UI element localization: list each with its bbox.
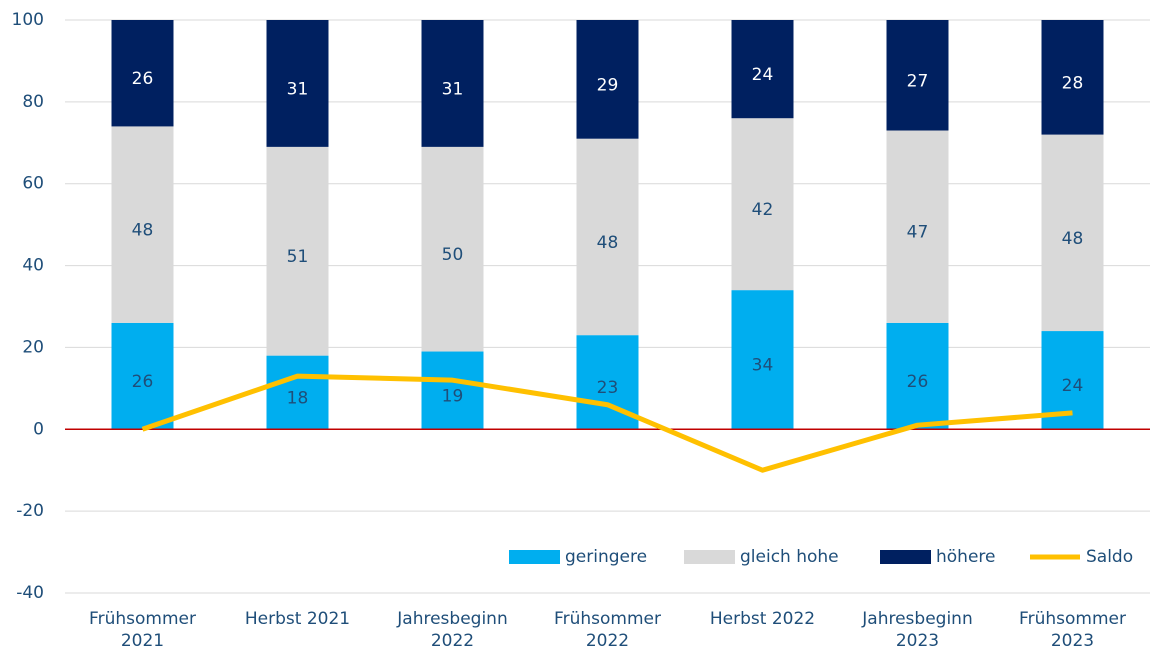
bar-segment xyxy=(886,322,949,430)
y-tick-label: -40 xyxy=(16,583,44,603)
x-tick-label: 2021 xyxy=(121,631,164,651)
bar-segment xyxy=(1041,20,1104,135)
data-label: 24 xyxy=(1062,376,1084,396)
x-tick-label: Frühsommer xyxy=(554,609,661,629)
bar-segment xyxy=(421,146,484,352)
x-tick-label: Herbst 2021 xyxy=(245,609,350,629)
x-tick-label: Jahresbeginn xyxy=(861,609,972,629)
x-tick-label: Jahresbeginn xyxy=(396,609,507,629)
data-label: 47 xyxy=(907,223,929,243)
y-tick-label: 100 xyxy=(12,10,44,30)
data-label: 48 xyxy=(132,221,154,241)
bar-segment xyxy=(266,146,329,356)
data-label: 27 xyxy=(907,71,929,91)
legend-swatch xyxy=(880,550,931,564)
legend-label: geringere xyxy=(565,547,647,567)
bar-segment xyxy=(111,322,174,430)
y-tick-label: 60 xyxy=(22,174,44,194)
data-label: 19 xyxy=(442,386,464,406)
bar-segment xyxy=(576,138,639,336)
data-label: 24 xyxy=(752,65,774,85)
data-label: 48 xyxy=(597,233,619,253)
bar-segment xyxy=(1041,134,1104,332)
x-tick-label: 2023 xyxy=(896,631,939,651)
bar-segment xyxy=(111,126,174,323)
data-label: 18 xyxy=(287,388,309,408)
data-label: 23 xyxy=(597,378,619,398)
legend-swatch xyxy=(684,550,735,564)
data-label: 51 xyxy=(287,247,309,267)
y-tick-label: -20 xyxy=(16,501,44,521)
data-label: 42 xyxy=(752,200,774,220)
bar-segment xyxy=(266,20,329,147)
y-tick-label: 80 xyxy=(22,92,44,112)
bar-segment xyxy=(111,20,174,127)
data-label: 31 xyxy=(442,79,464,99)
legend-label: Saldo xyxy=(1086,547,1133,567)
bar-segment xyxy=(886,20,949,131)
data-label: 34 xyxy=(752,356,774,376)
y-tick-label: 20 xyxy=(22,337,44,357)
bar-segment xyxy=(731,118,794,291)
bar-segment xyxy=(421,351,484,430)
data-label: 26 xyxy=(132,372,154,392)
x-tick-label: 2023 xyxy=(1051,631,1094,651)
legend-swatch xyxy=(509,550,560,564)
x-tick-label: 2022 xyxy=(431,631,474,651)
bar-segment xyxy=(266,355,329,430)
data-label: 48 xyxy=(1062,229,1084,249)
data-label: 50 xyxy=(442,245,464,265)
x-tick-label: Herbst 2022 xyxy=(710,609,815,629)
data-label: 29 xyxy=(597,75,619,95)
legend-label: höhere xyxy=(936,547,995,567)
bar-segment xyxy=(731,290,794,430)
y-tick-label: 0 xyxy=(33,419,44,439)
bar-segment xyxy=(731,20,794,119)
x-tick-label: Frühsommer xyxy=(89,609,196,629)
y-tick-label: 40 xyxy=(22,256,44,276)
x-tick-label: 2022 xyxy=(586,631,629,651)
data-label: 26 xyxy=(132,69,154,89)
x-tick-label: Frühsommer xyxy=(1019,609,1126,629)
bar-segment xyxy=(421,20,484,147)
line-series xyxy=(141,373,1073,473)
data-label: 26 xyxy=(907,372,929,392)
data-label: 31 xyxy=(287,79,309,99)
bar-segment xyxy=(886,130,949,323)
legend-label: gleich hohe xyxy=(740,547,839,567)
data-label: 28 xyxy=(1062,73,1084,93)
bar-segment xyxy=(576,20,639,139)
